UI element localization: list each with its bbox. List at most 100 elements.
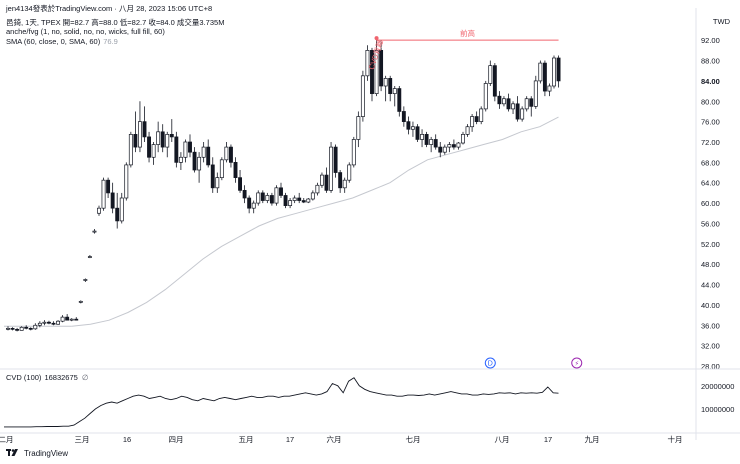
candle-up <box>178 156 183 163</box>
candle-up <box>392 88 397 94</box>
cvd-label: CVD (100) <box>6 373 42 382</box>
candle-up <box>288 200 293 206</box>
candle-down <box>238 177 242 191</box>
candle-up <box>320 174 324 186</box>
candle-down <box>133 134 138 148</box>
cvd-divergence-dot <box>374 36 379 41</box>
candle-up <box>33 324 38 330</box>
legend-indicator-fvg[interactable]: anche/fvg (1, no, solid, no, no, wicks, … <box>6 27 165 36</box>
price-tick-label: 76.00 <box>701 118 720 127</box>
candle-up <box>251 202 256 209</box>
candle-up <box>215 177 220 189</box>
candle-up <box>533 80 538 107</box>
price-tick-label: 64.00 <box>701 179 720 188</box>
cvd-pane: 20000000 10000000 <box>0 368 740 428</box>
candle-down <box>28 327 33 330</box>
candle-down <box>206 146 211 166</box>
hide-eye-icon[interactable]: ∅ <box>81 373 89 382</box>
candle-down <box>283 195 288 206</box>
candle-down <box>451 144 456 148</box>
legend-indicator-sma[interactable]: SMA (60, close, 0, SMA, 60) 76.9 <box>6 37 118 46</box>
candle-up <box>92 230 97 233</box>
candle-up <box>306 198 311 203</box>
candle-up <box>19 326 24 331</box>
candle-down <box>106 179 111 194</box>
candle-up <box>224 146 229 161</box>
price-tick-label: 36.00 <box>701 321 720 330</box>
candle-up <box>524 98 529 110</box>
candle-up <box>502 98 506 105</box>
time-tick-label: 八月 <box>495 435 510 444</box>
candle-down <box>229 146 233 163</box>
time-tick-label: 四月 <box>169 435 184 444</box>
candle-up <box>165 134 170 148</box>
candle-down <box>515 103 520 120</box>
candle-up <box>411 126 415 130</box>
candle-up <box>442 146 447 153</box>
candle-down <box>242 190 247 199</box>
candle-down <box>406 121 411 130</box>
candle-down <box>397 88 402 112</box>
candle-up <box>124 164 129 199</box>
candle-up <box>470 116 475 128</box>
candle-up <box>483 83 488 110</box>
price-tick-label: 52.00 <box>701 240 720 249</box>
candle-up <box>420 134 425 140</box>
indicator-fvg-label: anche/fvg (1, no, solid, no, no, wicks, … <box>6 27 165 36</box>
dividend-marker: D <box>484 357 496 369</box>
candle-down <box>115 207 120 222</box>
candle-up <box>315 184 320 194</box>
candle-up <box>101 179 106 209</box>
candle-up <box>42 321 47 324</box>
timestamp: 八月 28, 2023 15:06 UTC+8 <box>119 4 213 13</box>
candle-up <box>465 126 470 135</box>
candle-up <box>201 146 206 158</box>
legend-main[interactable]: 邑錡, 1天, TPEX 開=82.7 高=88.0 低=82.7 收=84.0… <box>6 17 224 28</box>
sma-line-path <box>71 116 559 327</box>
candle-up <box>365 50 370 77</box>
candle-up <box>310 192 315 200</box>
candle-down <box>556 57 561 82</box>
price-axis[interactable]: 28.00 32.00 36.00 40.00 44.00 48.00 52.00 56.00… <box>695 8 731 440</box>
candle-up <box>69 318 74 321</box>
candle-down <box>433 139 438 148</box>
time-tick-label: 九月 <box>585 435 600 444</box>
candle-down <box>324 174 329 191</box>
candle-down <box>210 164 215 189</box>
candle-down <box>497 95 502 105</box>
brand-name: TradingView <box>24 449 69 458</box>
candle-up <box>456 142 461 148</box>
candle-down <box>388 78 393 94</box>
candle-down <box>142 121 147 138</box>
watermark-text: jen4134發表於TradingView.com <box>6 4 113 13</box>
candles <box>6 40 561 332</box>
candle-up <box>511 103 516 110</box>
candle-down <box>415 126 420 140</box>
candle-up <box>538 62 543 82</box>
tradingview-logo[interactable]: TradingView <box>6 449 68 458</box>
candle-down <box>233 162 238 178</box>
price-tick-label: 60.00 <box>701 199 720 208</box>
time-axis[interactable]: 二月 三月 16 四月 五月 17 六月 七月 八月 17 九月 十月 <box>0 432 740 444</box>
cvd-value: 16832675 <box>44 373 78 382</box>
candle-down <box>24 326 29 329</box>
candle-up <box>520 108 525 120</box>
candle-down <box>542 62 547 92</box>
dividend-marker-circle <box>484 357 496 369</box>
price-tick-label: 44.00 <box>701 281 720 290</box>
candle-up <box>461 134 465 144</box>
candle-down <box>15 328 20 331</box>
candle-up <box>56 320 61 325</box>
candle-down <box>169 134 174 138</box>
candle-up <box>356 116 361 140</box>
candle-down <box>260 192 265 201</box>
candle-down <box>438 146 443 153</box>
candle-down <box>297 197 302 201</box>
cvd-legend[interactable]: CVD (100) 16832675 ∅ <box>6 373 88 382</box>
candle-up <box>156 131 161 145</box>
time-tick-label: 六月 <box>327 434 342 444</box>
candle-down <box>174 136 179 163</box>
candle-down <box>46 321 51 324</box>
candle-down <box>424 134 429 145</box>
